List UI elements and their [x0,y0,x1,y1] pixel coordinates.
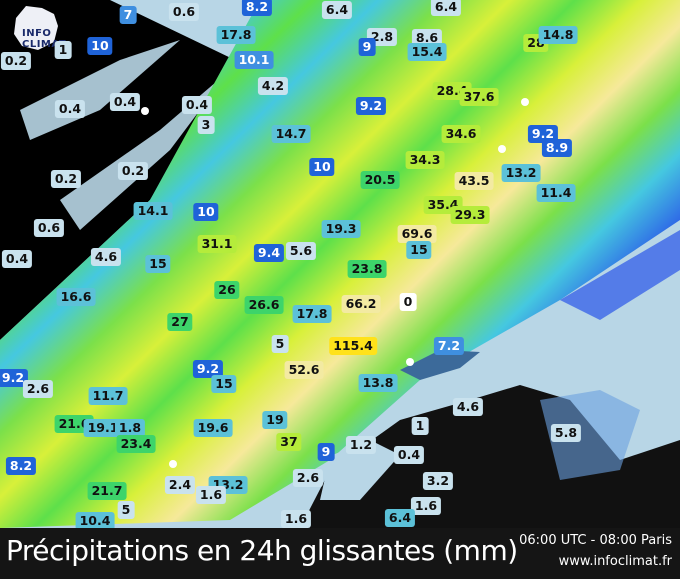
station-value-label[interactable]: 0.4 [54,100,86,118]
station-value-label[interactable]: 4.6 [452,398,484,416]
station-value-label[interactable]: 37 [276,433,302,451]
station-value-label[interactable]: 10 [87,37,113,55]
station-value-label[interactable]: 52.6 [284,361,324,379]
station-value-label[interactable]: 15.4 [407,43,447,61]
station-value-label[interactable]: 15 [406,241,432,259]
station-value-label[interactable]: 43.5 [454,172,494,190]
station-value-label[interactable]: 0.4 [393,446,425,464]
station-value-label[interactable]: 23.4 [116,435,156,453]
station-value-label[interactable]: 9.2 [527,125,559,143]
station-value-label[interactable]: 13.8 [358,374,398,392]
station-value-label[interactable]: 13.2 [501,164,541,182]
station-value-label[interactable]: 23.8 [347,260,387,278]
station-value-label[interactable]: 1 [54,41,72,59]
station-value-label[interactable]: 11.7 [88,387,128,405]
station-value-label[interactable]: 7 [119,6,137,24]
station-value-label[interactable]: 27 [167,313,193,331]
station-value-label[interactable]: 10 [309,158,335,176]
station-value-label[interactable]: 1.6 [410,497,442,515]
station-value-label[interactable]: 15 [145,255,171,273]
station-value-label[interactable]: 9.2 [192,360,224,378]
station-value-label[interactable]: 31.1 [197,235,237,253]
station-value-label[interactable]: 5.6 [285,242,317,260]
logo-text: INFO CLIMAT [22,28,67,50]
station-value-label[interactable]: 21.7 [87,482,127,500]
station-value-label[interactable]: 0.4 [1,250,33,268]
station-value-label[interactable]: 66.2 [341,295,381,313]
station-value-label[interactable]: 15 [211,375,237,393]
station-value-label[interactable]: 9.4 [253,244,285,262]
station-value-label[interactable]: 0.6 [168,3,200,21]
station-value-label[interactable]: 19.3 [321,220,361,238]
timestamp: 06:00 UTC - 08:00 Paris [519,533,672,548]
station-value-label[interactable]: 10 [193,203,219,221]
station-value-label[interactable]: 0.2 [117,162,149,180]
station-value-label[interactable]: 8.9 [541,139,573,157]
station-value-label[interactable]: 0.4 [181,96,213,114]
station-value-label[interactable]: 34.6 [441,125,481,143]
station-value-label[interactable]: 19.6 [193,419,233,437]
station-value-label[interactable]: 6.4 [430,0,462,16]
station-value-label[interactable]: 10.1 [234,51,274,69]
station-value-label[interactable]: 69.6 [397,225,437,243]
france-map-icon [14,6,58,50]
station-value-label[interactable]: 8.2 [241,0,273,16]
station-value-label[interactable]: 14.1 [133,202,173,220]
station-value-label[interactable]: 8.2 [5,457,37,475]
station-value-label[interactable]: 17.8 [292,305,332,323]
station-value-label[interactable]: 3.2 [422,472,454,490]
station-value-label[interactable]: 1.6 [195,486,227,504]
station-value-label[interactable]: 6.4 [321,1,353,19]
station-value-label[interactable]: 2.4 [164,476,196,494]
station-value-label[interactable]: 2.6 [292,469,324,487]
station-value-label[interactable]: 19 [262,411,288,429]
station-value-label[interactable]: 37.6 [459,88,499,106]
station-value-label[interactable]: 6.4 [384,509,416,527]
station-value-label[interactable]: 14.8 [538,26,578,44]
station-value-label[interactable]: 5 [117,501,135,519]
station-value-label[interactable]: 9.2 [355,97,387,115]
station-value-label[interactable]: 5.8 [550,424,582,442]
station-value-label[interactable]: 9 [358,38,376,56]
station-value-label[interactable]: 19.1 [83,419,123,437]
precipitation-map[interactable]: INFO CLIMAT 7 0.6 8.2 6.4 10 17.8 1 0.2 10.1 4.2 0… [0,0,680,528]
station-value-label[interactable]: 26.6 [244,296,284,314]
station-value-label[interactable]: 26 [214,281,240,299]
station-value-label[interactable]: 7.2 [433,337,465,355]
station-value-label[interactable]: 1.8 [114,419,146,437]
station-value-label[interactable]: 4.6 [90,248,122,266]
station-value-label[interactable]: 4.2 [257,77,289,95]
station-value-label[interactable]: 1 [411,417,429,435]
station-value-label[interactable]: 0 [399,293,417,311]
station-value-label[interactable]: 0.2 [0,52,32,70]
map-title: Précipitations en 24h glissantes (mm) [6,534,518,567]
station-value-label[interactable]: 3 [197,116,215,134]
station-value-label[interactable]: 16.6 [56,288,96,306]
station-value-label[interactable]: 2.6 [22,380,54,398]
station-value-label[interactable]: 5 [271,335,289,353]
station-value-label[interactable]: 1.2 [345,436,377,454]
station-value-label[interactable]: 29.3 [450,206,490,224]
station-value-label[interactable]: 14.7 [271,125,311,143]
station-value-label[interactable]: 17.8 [216,26,256,44]
station-value-label[interactable]: 115.4 [329,337,377,355]
station-value-label[interactable]: 20.5 [360,171,400,189]
station-value-label[interactable]: 0.6 [33,219,65,237]
station-value-label[interactable]: 10.4 [75,512,115,528]
caption-bar: Précipitations en 24h glissantes (mm) 06… [0,528,680,579]
station-value-label[interactable]: 0.2 [50,170,82,188]
infoclimat-logo: INFO CLIMAT [8,4,78,52]
station-value-label[interactable]: 0.4 [109,93,141,111]
station-value-label[interactable]: 8.6 [411,29,443,47]
station-value-label[interactable]: 11.4 [536,184,576,202]
station-value-label[interactable]: 1.6 [280,510,312,528]
station-value-label[interactable]: 34.3 [405,151,445,169]
station-value-label[interactable]: 9.2 [0,369,29,387]
source-url[interactable]: www.infoclimat.fr [558,554,672,569]
station-value-label[interactable]: 9 [317,443,335,461]
